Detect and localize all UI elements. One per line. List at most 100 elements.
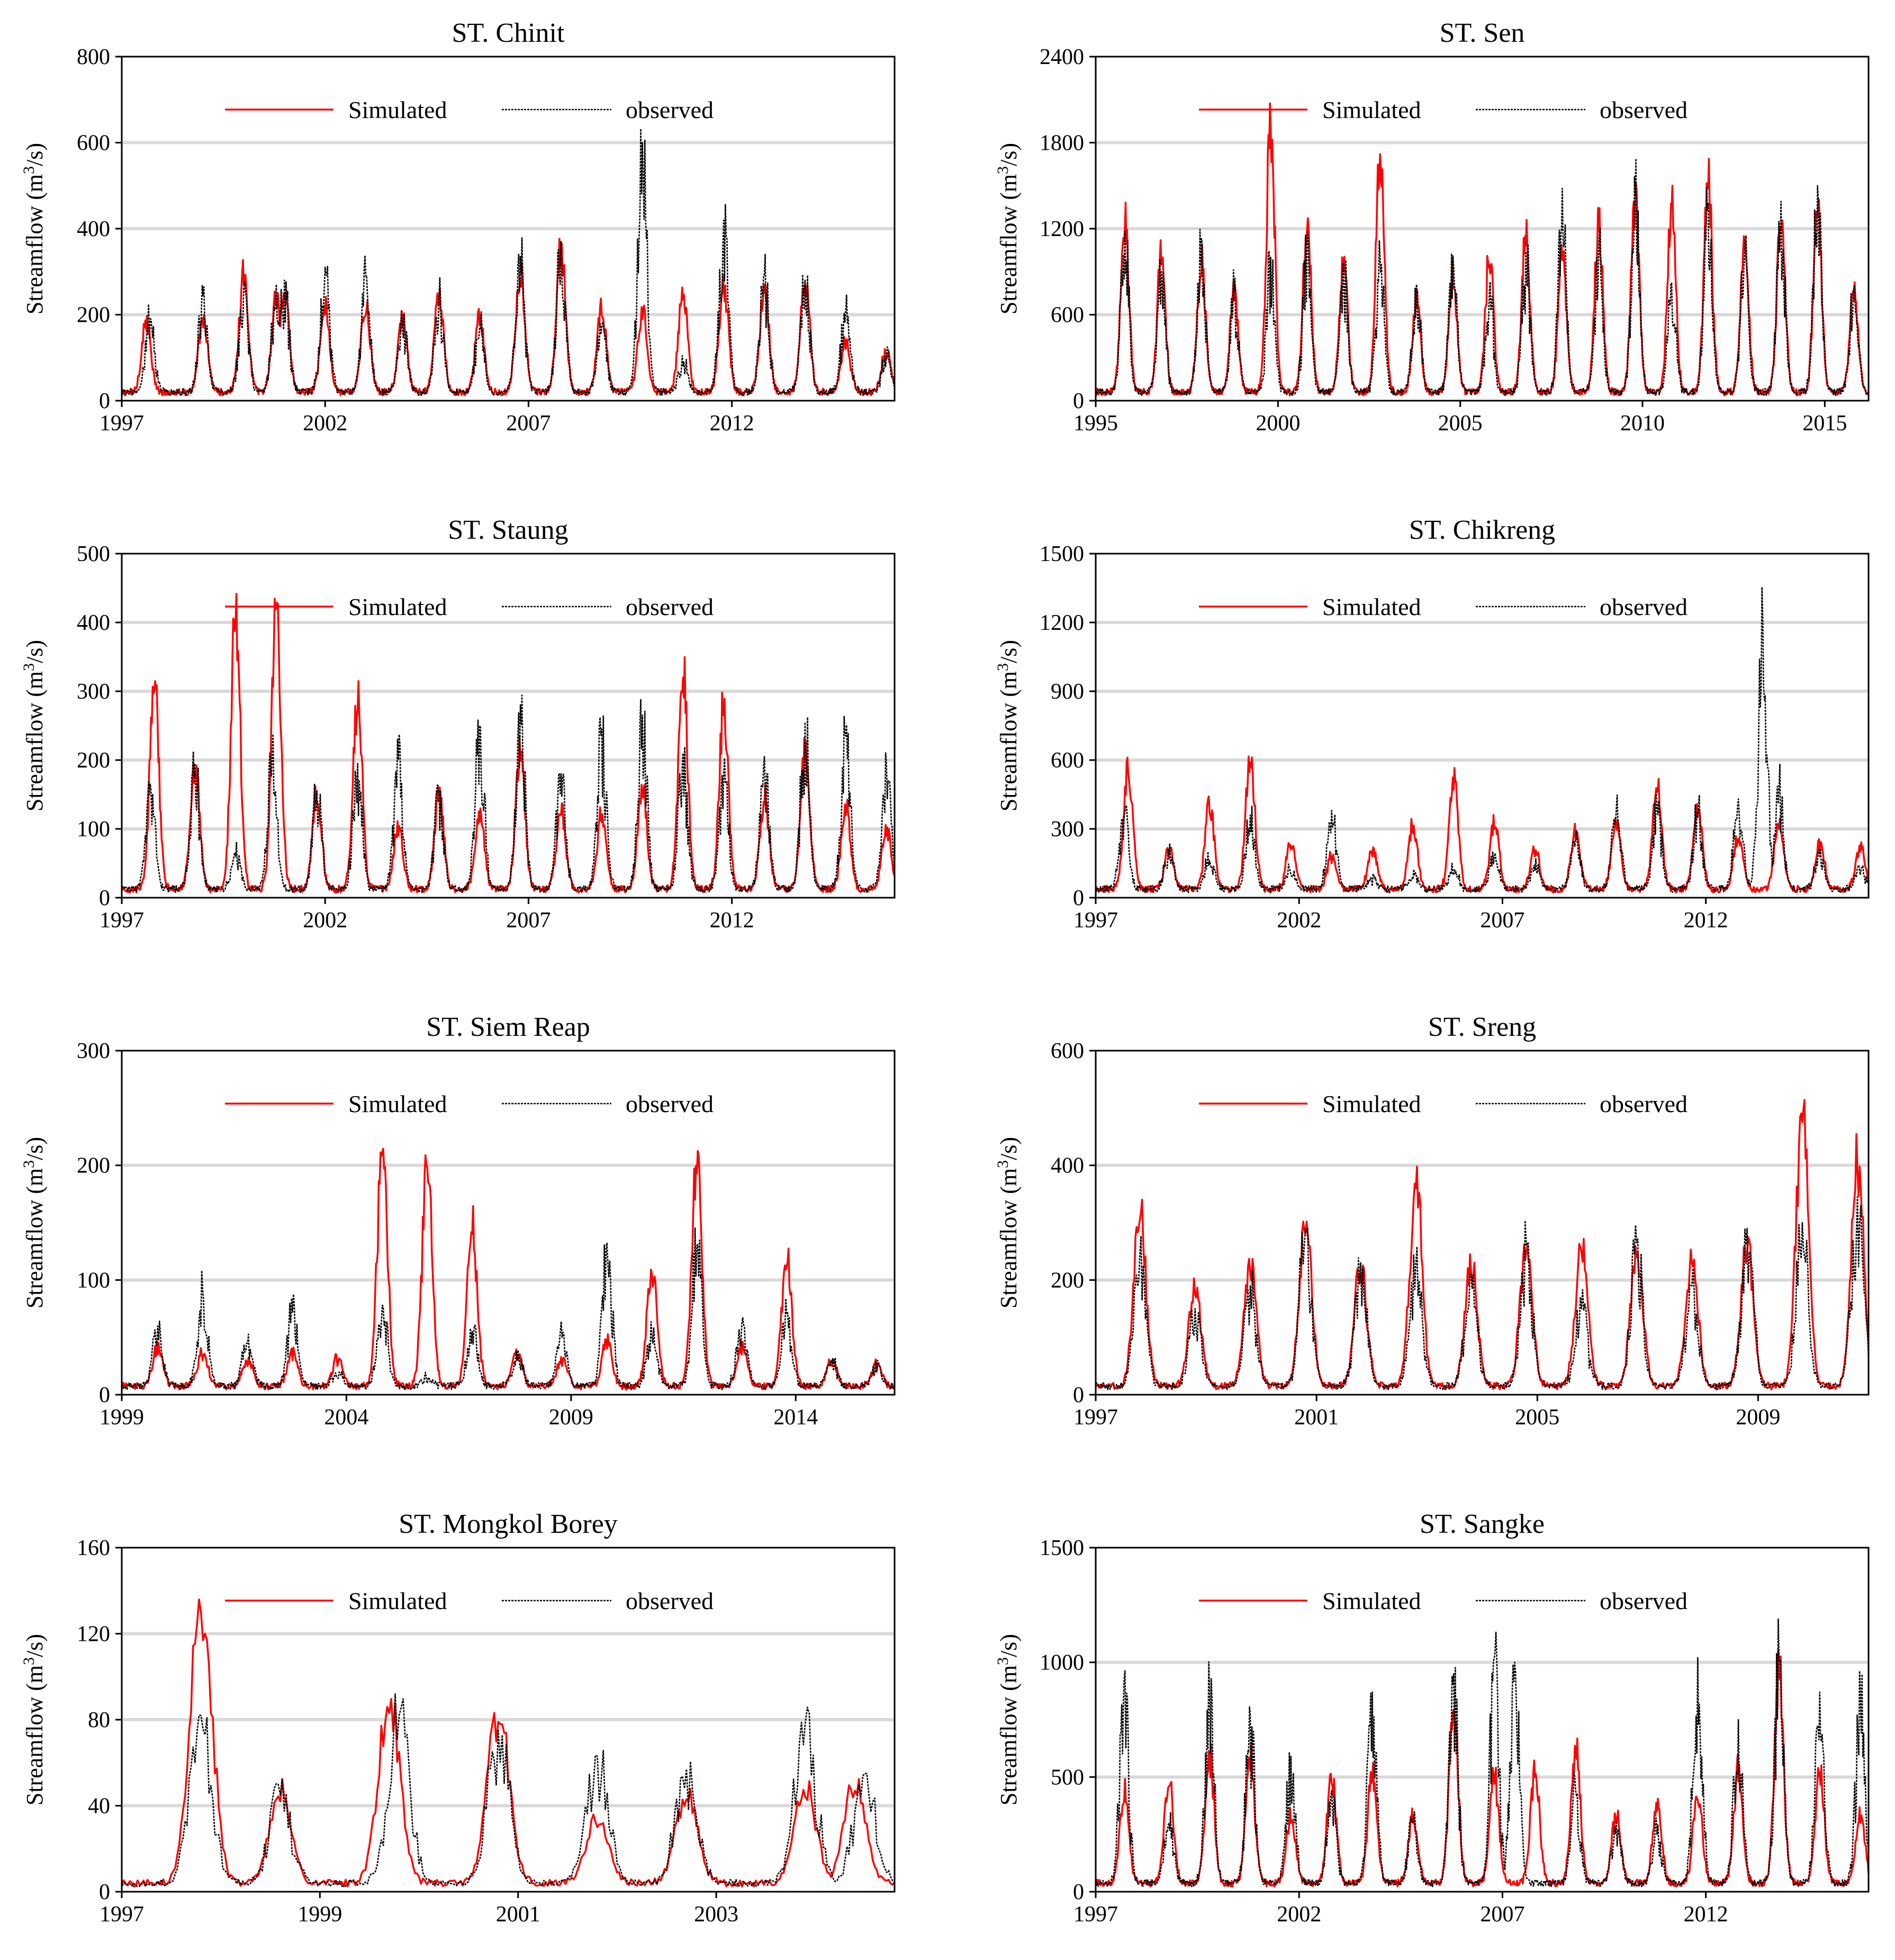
simulated-series-line (121, 238, 896, 396)
y-tick-label: 600 (1051, 303, 1084, 328)
y-axis-label-superscript: 3 (20, 663, 38, 671)
chart-panel-5: 0 100 200 300 1999 2004 2009 2014 ST. Siem Reap S… (20, 1012, 896, 1430)
y-axis-label-units: /s) (996, 1137, 1022, 1160)
y-axis-label-units: /s) (996, 143, 1022, 166)
x-tick-label: 2015 (1802, 411, 1847, 436)
y-tick-label: 80 (88, 1708, 110, 1732)
y-tick-label: 2400 (1040, 45, 1084, 69)
chart-panel-7: 0 40 80 120 160 1997 1999 2001 2003 ST. Mongkol B… (20, 1509, 896, 1927)
x-tick-label: 2005 (1438, 411, 1483, 436)
y-axis-label-units: /s) (22, 1137, 48, 1160)
y-tick-label: 0 (99, 1880, 110, 1904)
y-axis-label: Streamflow (m3/s) (994, 143, 1022, 314)
legend: Simulated observed (225, 96, 714, 123)
x-tick-label: 2007 (1480, 908, 1524, 933)
y-tick-label: 400 (1051, 1154, 1084, 1178)
y-tick-label: 0 (1073, 389, 1084, 413)
legend: Simulated observed (1199, 1587, 1688, 1614)
x-tick-label: 2009 (549, 1405, 593, 1430)
x-tick-label: 2012 (1684, 908, 1728, 933)
simulated-series-line (1095, 102, 1870, 396)
y-axis-label: Streamflow (m3/s) (20, 143, 48, 314)
y-tick-label: 0 (99, 389, 110, 413)
legend-observed-label: observed (1600, 593, 1688, 620)
y-tick-label: 600 (1051, 748, 1084, 773)
y-axis-label-main: Streamflow (m (996, 1168, 1022, 1308)
x-tick-label: 1997 (1073, 1902, 1118, 1927)
y-axis-label-superscript: 3 (20, 1657, 38, 1665)
y-axis-label: Streamflow (m3/s) (20, 1634, 48, 1805)
y-tick-label: 200 (77, 748, 110, 773)
y-axis-label-main: Streamflow (m (996, 671, 1022, 811)
y-tick-label: 300 (1051, 817, 1084, 842)
observed-series-line (121, 128, 895, 396)
y-tick-label: 600 (77, 131, 110, 156)
y-tick-label: 400 (77, 611, 110, 635)
legend-observed-label: observed (626, 1587, 714, 1614)
legend-simulated-label: Simulated (1322, 593, 1421, 620)
y-tick-label: 100 (77, 817, 110, 842)
y-tick-label: 200 (77, 1154, 110, 1178)
y-tick-label: 800 (77, 45, 110, 69)
chart-panel-8: 0 500 1000 1500 1997 2002 2007 2012 ST. Sangke St… (994, 1509, 1870, 1927)
x-tick-label: 2010 (1620, 411, 1665, 436)
x-tick-label: 2002 (1277, 908, 1321, 933)
y-tick-label: 1800 (1040, 131, 1084, 156)
y-axis-label-units: /s) (996, 640, 1022, 663)
x-tick-label: 2000 (1256, 411, 1300, 436)
chart-panel-3: 0 100 200 300 400 500 1997 2002 2007 2012 ST. Stau… (20, 515, 896, 933)
x-tick-label: 1997 (100, 908, 144, 933)
plot-frame (1095, 1050, 1870, 1396)
plot-frame (1095, 553, 1870, 899)
x-tick-label: 2002 (303, 411, 347, 436)
y-tick-label: 900 (1051, 680, 1084, 704)
y-tick-label: 1500 (1040, 542, 1084, 566)
x-tick-label: 2009 (1736, 1405, 1780, 1430)
y-tick-label: 100 (77, 1268, 110, 1293)
y-axis-label: Streamflow (m3/s) (20, 640, 48, 811)
y-axis-label-main: Streamflow (m (996, 1665, 1022, 1805)
chart-title: ST. Sen (1440, 18, 1525, 48)
y-tick-label: 0 (99, 886, 110, 910)
legend-observed-label: observed (1600, 1587, 1688, 1614)
y-tick-label: 200 (1051, 1268, 1084, 1293)
simulated-series-line (121, 592, 896, 893)
legend-observed-label: observed (626, 593, 714, 620)
y-tick-label: 160 (77, 1536, 110, 1560)
chart-panel-4: 0 300 600 900 1200 1500 1997 2002 2007 2012 ST. Ch… (994, 515, 1870, 933)
x-tick-label: 1997 (100, 411, 144, 436)
simulated-series-line (121, 1148, 896, 1390)
x-tick-label: 2007 (506, 908, 551, 933)
y-axis-label-superscript: 3 (994, 166, 1012, 174)
y-axis-label-superscript: 3 (994, 1657, 1012, 1665)
chart-title: ST. Chikreng (1409, 515, 1555, 545)
y-axis-label: Streamflow (m3/s) (994, 1137, 1022, 1308)
chart-title: ST. Sreng (1428, 1012, 1536, 1042)
x-tick-label: 2002 (303, 908, 347, 933)
observed-series-line (1095, 586, 1869, 893)
chart-panel-2: 0 600 1200 1800 2400 1995 2000 2005 2010 2015 ST. … (994, 18, 1870, 436)
y-tick-label: 500 (1051, 1765, 1084, 1790)
legend-simulated-label: Simulated (1322, 1090, 1421, 1117)
y-tick-label: 1200 (1040, 217, 1084, 241)
y-axis-label: Streamflow (m3/s) (994, 1634, 1022, 1805)
chart-title: ST. Sangke (1420, 1509, 1545, 1539)
simulated-series-line (1095, 1099, 1870, 1390)
y-tick-label: 600 (1051, 1039, 1084, 1063)
y-tick-label: 300 (77, 680, 110, 704)
x-tick-label: 2002 (1277, 1902, 1321, 1927)
y-axis-label-main: Streamflow (m (22, 1168, 48, 1308)
y-tick-label: 400 (77, 217, 110, 241)
y-axis-label-superscript: 3 (994, 663, 1012, 671)
x-tick-label: 2003 (694, 1902, 738, 1927)
x-tick-label: 2001 (1294, 1405, 1339, 1430)
plot-frame (121, 1050, 896, 1396)
legend-observed-label: observed (626, 1090, 714, 1117)
x-tick-label: 2012 (1684, 1902, 1728, 1927)
chart-panel-6: 0 200 400 600 1997 2001 2005 2009 ST. Sreng Strea… (994, 1012, 1870, 1430)
x-tick-label: 1997 (1073, 1405, 1118, 1430)
legend-observed-label: observed (1600, 1090, 1688, 1117)
legend: Simulated observed (1199, 593, 1688, 620)
x-tick-label: 2012 (710, 908, 754, 933)
y-tick-label: 0 (1073, 1383, 1084, 1407)
